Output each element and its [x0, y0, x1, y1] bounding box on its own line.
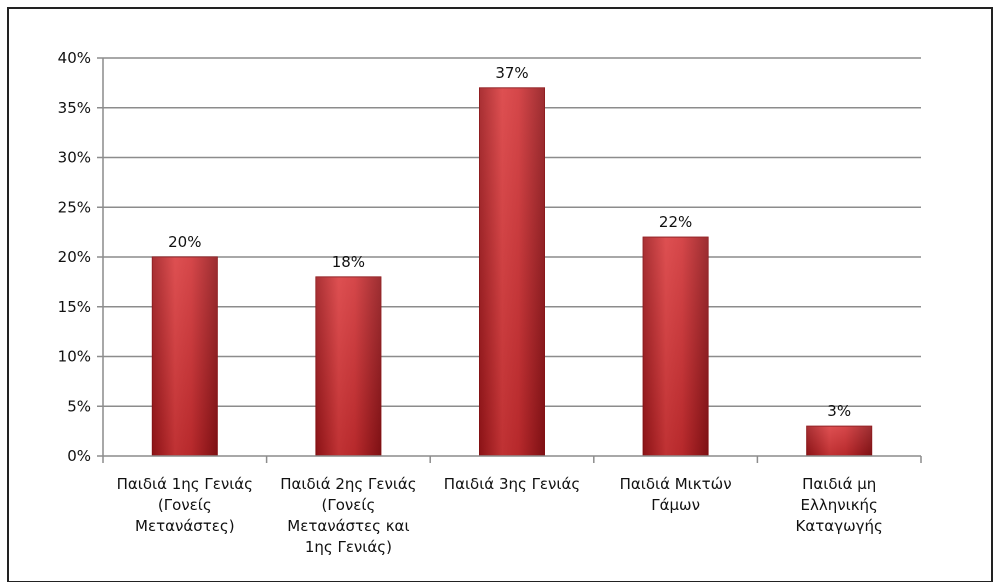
y-tick-label: 40% — [58, 49, 91, 67]
x-category-label-line: Παιδιά Μικτών — [620, 475, 732, 493]
x-category-label-line: Γάμων — [651, 496, 700, 514]
y-tick-label: 10% — [58, 348, 91, 366]
bar-shading — [315, 276, 381, 456]
x-category-label-line: Μετανάστες και — [287, 517, 409, 535]
y-tick-label: 25% — [58, 198, 91, 216]
bar-shading — [479, 87, 545, 456]
x-category-label: Παιδιά μη Ελληνικής Καταγωγής — [796, 475, 883, 535]
y-axis: 0% 5% 10% 15% 20% 25% 30% 35% 40% — [58, 49, 104, 465]
x-category-label-line: Παιδιά 3ης Γενιάς — [444, 475, 580, 493]
x-category-label: Παιδιά 2ης Γενιάς (Γονείς Μετανάστες και 1η… — [280, 475, 416, 556]
data-label: 22% — [659, 213, 692, 231]
data-labels: 20% 18% 37% 22% 3% — [168, 64, 851, 420]
data-label: 18% — [332, 253, 365, 271]
x-category-label-line: (Γονείς — [322, 496, 376, 514]
bar-shading — [643, 237, 709, 456]
y-tick-label: 15% — [58, 298, 91, 316]
y-tick-label: 0% — [67, 447, 91, 465]
x-category-label-line: Παιδιά 1ης Γενιάς — [117, 475, 253, 493]
bar-shading — [152, 257, 218, 456]
data-label: 3% — [827, 402, 851, 420]
x-category-label: Παιδιά 1ης Γενιάς (Γονείς Μετανάστες) — [117, 475, 253, 535]
x-category-label-line: Παιδιά μη — [802, 475, 876, 493]
x-category-label-line: Ελληνικής — [801, 496, 878, 514]
x-axis: Παιδιά 1ης Γενιάς (Γονείς Μετανάστες)Παιδι… — [102, 455, 922, 556]
x-category-label: Παιδιά 3ης Γενιάς — [444, 475, 580, 493]
x-category-label-line: Μετανάστες) — [135, 517, 235, 535]
bar-shading — [806, 426, 872, 456]
y-tick-label: 30% — [58, 149, 91, 167]
y-tick-label: 35% — [58, 99, 91, 117]
y-tick-label: 5% — [67, 397, 91, 415]
bars — [151, 87, 873, 457]
x-category-label: Παιδιά Μικτών Γάμων — [620, 475, 732, 514]
x-category-label-line: Καταγωγής — [796, 517, 883, 535]
data-label: 37% — [495, 64, 528, 82]
x-category-label-line: Παιδιά 2ης Γενιάς — [280, 475, 416, 493]
data-label: 20% — [168, 233, 201, 251]
x-category-label-line: (Γονείς — [158, 496, 212, 514]
y-tick-label: 20% — [58, 248, 91, 266]
x-category-label-line: 1ης Γενιάς) — [305, 538, 392, 556]
